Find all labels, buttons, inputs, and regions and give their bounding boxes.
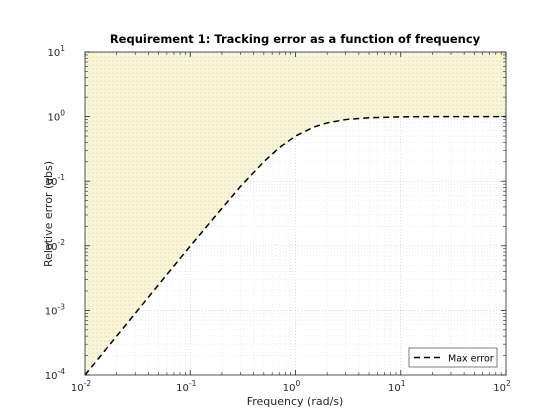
legend: Max error [408, 347, 498, 368]
x-tick-label: 100 [283, 379, 301, 394]
chart-title: Requirement 1: Tracking error as a funct… [110, 32, 481, 46]
requirement-region [85, 52, 506, 375]
y-tick-label: 10-1 [45, 173, 65, 188]
ticks [84, 51, 507, 376]
y-tick-label: 100 [47, 109, 65, 124]
x-tick-label: 101 [388, 379, 406, 394]
x-tick-labels: 10-2 10-1 100 101 102 [71, 379, 511, 394]
x-tick-label: 10-1 [176, 379, 196, 394]
y-tick-labels: 10-4 10-3 10-2 10-1 100 101 [45, 44, 65, 382]
legend-box [408, 347, 498, 368]
x-axis-label: Frequency (rad/s) [247, 395, 344, 408]
y-tick-label: 10-3 [45, 302, 65, 317]
y-tick-label: 10-2 [45, 238, 65, 253]
y-tick-label: 101 [47, 44, 65, 59]
legend-entry-label: Max error [448, 354, 494, 365]
x-tick-label: 10-2 [71, 379, 91, 394]
y-axis-label: Relative error (abs) [42, 161, 55, 267]
x-tick-label: 102 [493, 379, 511, 394]
y-tick-label: 10-4 [45, 367, 65, 382]
